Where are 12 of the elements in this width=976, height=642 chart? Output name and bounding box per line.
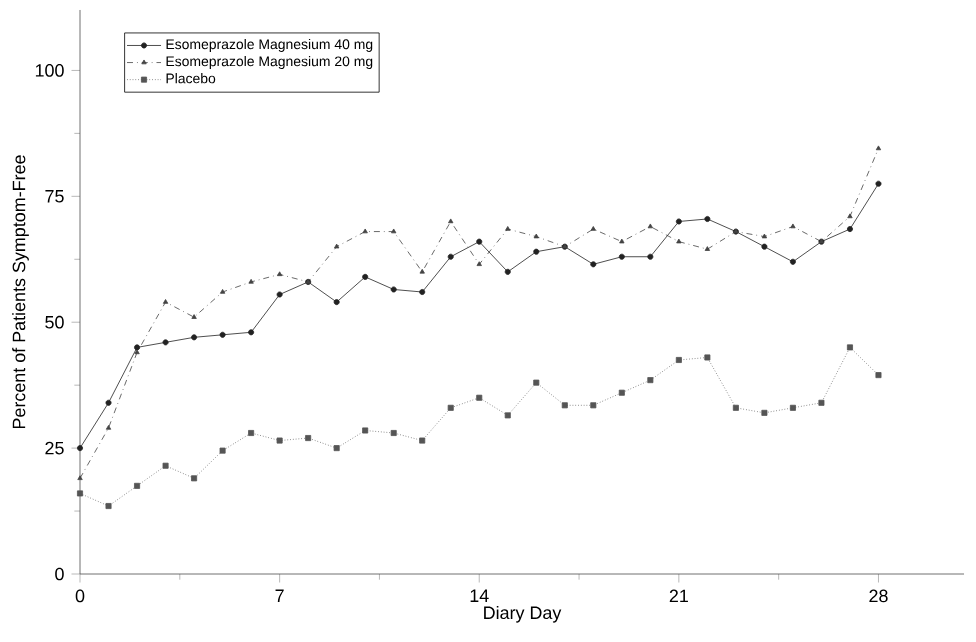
y-tick-label: 100 [35,64,64,77]
x-tick-label: 28 [869,589,888,603]
x-tick-label: 0 [75,589,85,603]
x-tick-label: 14 [470,589,489,602]
y-tick-label: 25 [45,441,64,455]
x-axis-title: Diary Day [484,605,562,623]
y-axis-title: Percent of Patients Symptom-Free [12,155,29,429]
x-tick-label: 21 [669,589,688,603]
y-tick-label: 75 [45,190,64,203]
y-tick-label: 50 [45,315,64,329]
y-tick-label: 0 [55,567,64,581]
x-tick-label: 7 [275,589,284,602]
